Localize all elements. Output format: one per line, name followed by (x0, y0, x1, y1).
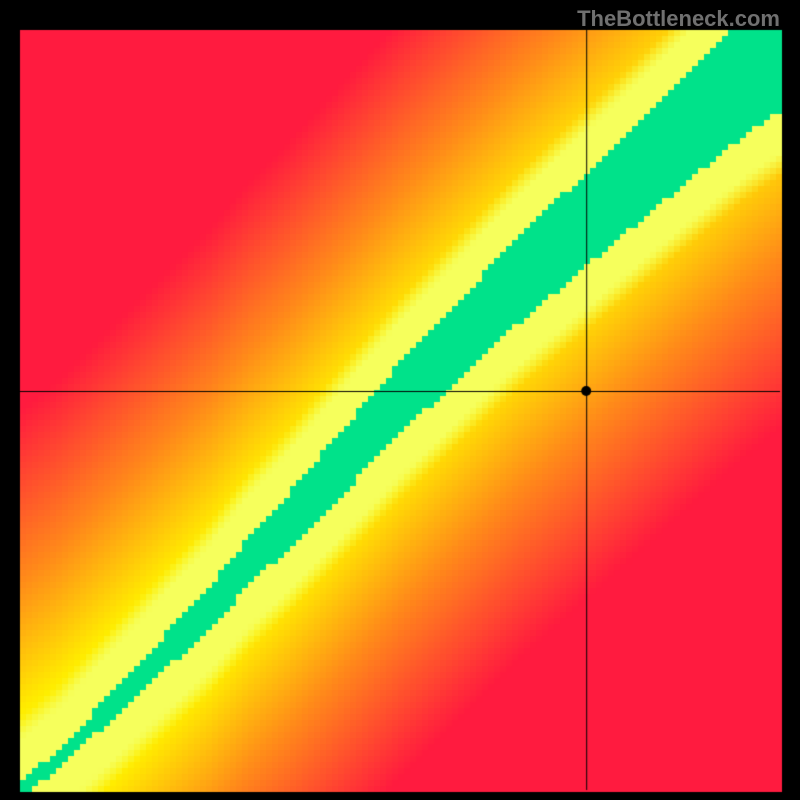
bottleneck-heatmap (0, 0, 800, 800)
chart-container: { "watermark": { "text": "TheBottleneck.… (0, 0, 800, 800)
watermark-text: TheBottleneck.com (577, 6, 780, 32)
